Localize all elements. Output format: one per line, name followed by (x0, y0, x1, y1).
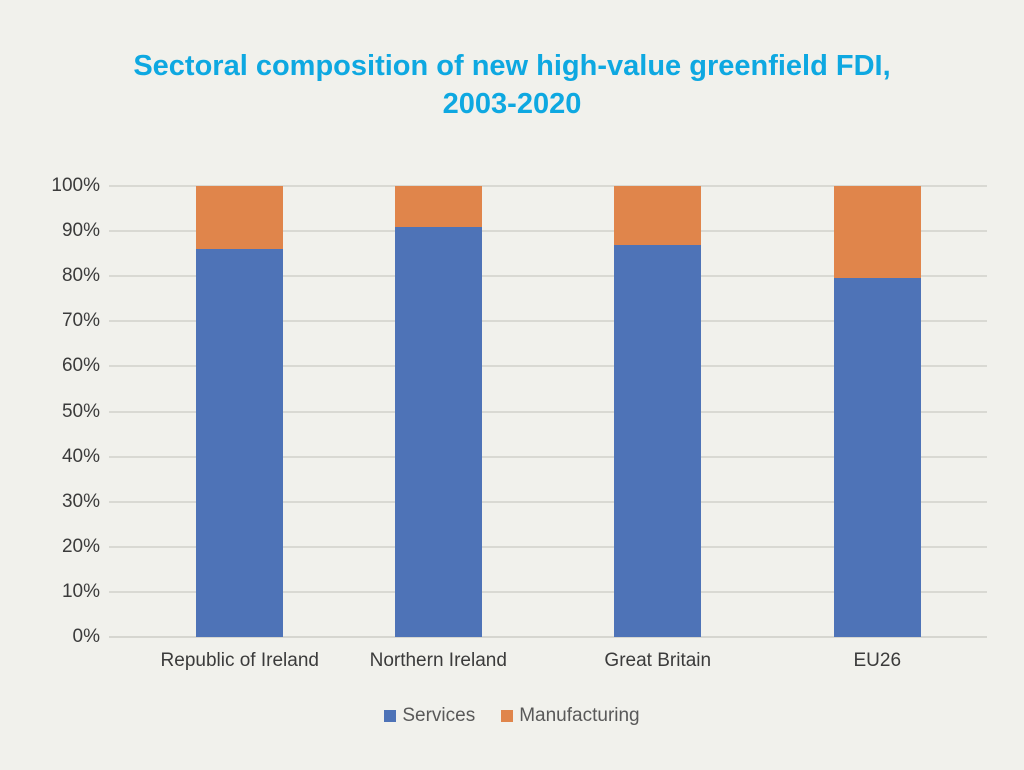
bar-segment-great-britain-services (614, 244, 702, 637)
y-tick-label: 60% (61, 355, 100, 376)
bar-segment-northern-ireland-manufacturing (394, 186, 482, 227)
y-tick-label: 20% (61, 536, 100, 557)
x-axis: Republic of Ireland Northern Ireland Great… (109, 650, 987, 672)
y-tick-label: 40% (61, 446, 100, 467)
gridline (109, 456, 987, 458)
y-tick-label: 30% (61, 491, 100, 512)
gridline (109, 275, 987, 277)
chart-title-line1: Sectoral composition of new high-value g… (133, 50, 891, 82)
legend-swatch-services (384, 710, 397, 722)
bar-slot-northern-ireland (329, 186, 549, 637)
gridline (109, 501, 987, 503)
x-axis-line (109, 636, 987, 638)
gridline (109, 320, 987, 322)
legend: Services Manufacturing (0, 705, 1024, 727)
legend-item-manufacturing: Manufacturing (501, 705, 640, 727)
stacked-bar-northern-ireland (394, 186, 482, 637)
x-tick-label-eu26: EU26 (853, 650, 902, 671)
gridline (109, 411, 987, 413)
legend-label-services: Services (402, 705, 476, 726)
gridline (109, 365, 987, 367)
chart-title: Sectoral composition of new high-value g… (52, 47, 972, 123)
legend-item-services: Services (384, 705, 475, 727)
y-tick-label: 90% (61, 220, 100, 241)
bar-segment-eu26-manufacturing (833, 186, 921, 279)
legend-label-manufacturing: Manufacturing (519, 705, 640, 726)
bar-slot-great-britain (548, 186, 768, 637)
y-tick-label: 100% (51, 175, 100, 196)
bar-slot-republic-of-ireland (109, 186, 329, 637)
stacked-bar-republic-of-ireland (196, 186, 284, 637)
y-axis: 0% 10% 20% 30% 40% 50% 60% 70% 80% 90% 100% (0, 175, 100, 647)
gridline (109, 546, 987, 548)
y-tick-label: 70% (61, 310, 100, 331)
bars-row (109, 186, 987, 637)
legend-swatch-manufacturing (501, 710, 514, 722)
y-tick-label: 0% (72, 626, 100, 647)
x-tick-label-great-britain: Great Britain (604, 650, 712, 671)
bar-segment-republic-of-ireland-services (196, 249, 284, 637)
bar-segment-eu26-services (833, 278, 921, 637)
bar-segment-northern-ireland-services (394, 226, 482, 637)
bar-slot-eu26 (768, 186, 988, 637)
plot-area (109, 185, 987, 638)
y-tick-label: 10% (61, 581, 100, 602)
gridline (109, 185, 987, 187)
gridline (109, 591, 987, 593)
y-tick-label: 50% (61, 401, 100, 422)
bar-segment-great-britain-manufacturing (614, 186, 702, 245)
x-tick-label-republic-of-ireland: Republic of Ireland (160, 650, 319, 671)
stacked-bar-great-britain (614, 186, 702, 637)
y-tick-label: 80% (61, 265, 100, 286)
bar-segment-republic-of-ireland-manufacturing (196, 186, 284, 250)
stacked-bar-eu26 (833, 186, 921, 637)
chart-title-line2: 2003-2020 (442, 88, 582, 120)
x-tick-label-northern-ireland: Northern Ireland (369, 650, 507, 671)
gridline (109, 230, 987, 232)
